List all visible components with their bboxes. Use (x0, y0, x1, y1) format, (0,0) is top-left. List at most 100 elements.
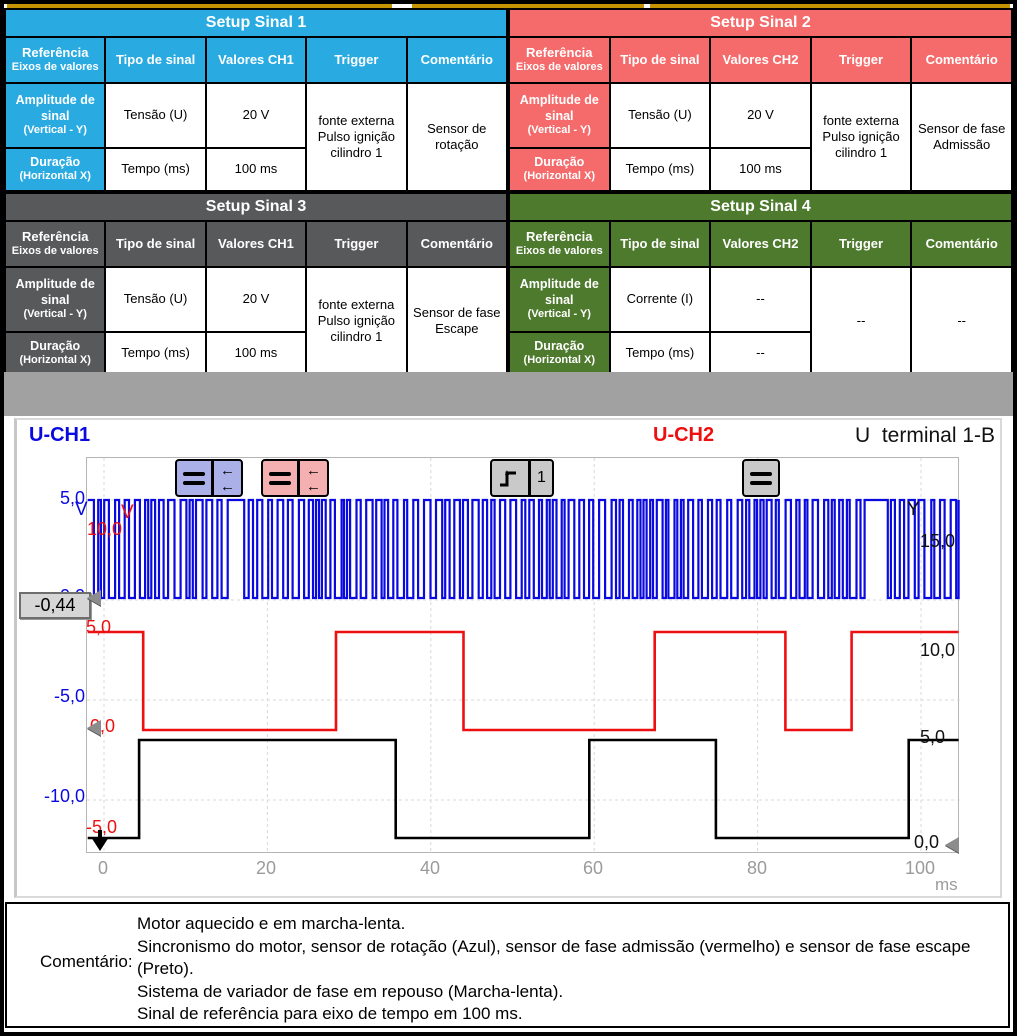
red-axis-unit: V (121, 502, 134, 523)
cell-valor-amplitude: 20 V (709, 82, 812, 149)
column-header-comentario: Comentário (910, 220, 1013, 268)
column-header-tipo: Tipo de sinal (608, 36, 712, 84)
cell-comentario: Sensor de fase Admissão (910, 82, 1013, 192)
column-header-referencia: Referência Eixos de valores (508, 36, 611, 84)
cell-trigger: fonte externa Pulso ignição cilindro 1 (305, 266, 408, 376)
setup-table-2: Setup Sinal 2 Referência Eixos de valores… (508, 8, 1013, 193)
x-axis-tick: 80 (746, 858, 768, 878)
column-header-trigger: Trigger (305, 36, 408, 84)
row-header-duracao: Duração (Horizontal X) (508, 330, 611, 377)
row-header-duracao: Duração (Horizontal X) (4, 330, 107, 377)
left-arrows-icon: ← ← (297, 461, 327, 495)
column-header-trigger: Trigger (809, 36, 913, 84)
channel2-coupling-icon[interactable]: ← ← (261, 459, 329, 497)
cell-tipo-amplitude: Corrente (I) (608, 266, 712, 333)
black-axis-tick: 10,0 (920, 640, 956, 660)
row-header-amplitude: Amplitude de sinal (Vertical - Y) (508, 266, 611, 333)
x-axis-unit: ms (935, 875, 958, 894)
column-header-valores: Valores CH1 (204, 220, 308, 268)
dc-coupling-bars-icon (263, 461, 297, 495)
setup-tables-grid: Setup Sinal 1 Referência Eixos de valores… (4, 8, 1013, 377)
table-title: Setup Sinal 4 (508, 192, 1013, 222)
column-header-referencia: Referência Eixos de valores (4, 36, 107, 84)
black-axis-tick: 5,0 (920, 727, 946, 747)
cell-valor-duracao: 100 ms (204, 330, 308, 377)
black-ground-marker[interactable] (945, 837, 959, 853)
column-header-tipo: Tipo de sinal (104, 36, 207, 84)
column-header-comentario: Comentário (405, 36, 509, 84)
column-header-valores: Valores CH2 (709, 220, 812, 268)
channel1-coupling-icon[interactable]: ← ← (175, 459, 243, 497)
comment-label: Comentário: (40, 952, 133, 971)
cell-tipo-duracao: Tempo (ms) (608, 146, 712, 193)
column-header-referencia: Referência Eixos de valores (508, 220, 611, 268)
column-header-valores: Valores CH2 (709, 36, 812, 84)
red-axis-tick: -5,0 (86, 817, 118, 837)
column-header-tipo: Tipo de sinal (608, 220, 712, 268)
amber-strip-segment (650, 4, 1010, 8)
comment-box: Comentário: Motor aquecido e em marcha-l… (5, 902, 1010, 1028)
cell-tipo-amplitude: Tensão (U) (608, 82, 712, 149)
waveform-plot (86, 457, 960, 854)
trigger-settings-icon[interactable]: 1 (490, 459, 554, 497)
dc-coupling-bars-icon (744, 461, 778, 495)
setup-table-3: Setup Sinal 3 Referência Eixos de valores… (4, 192, 509, 377)
column-header-comentario: Comentário (405, 220, 509, 268)
blue-axis-tick: 5,0 (59, 488, 85, 508)
dc-coupling-bars-icon (177, 461, 211, 495)
comment-text: Motor aquecido e em marcha-lenta. Sincro… (137, 913, 1008, 1026)
cell-trigger: fonte externa Pulso ignição cilindro 1 (305, 82, 408, 192)
x-axis-tick: 60 (582, 858, 604, 878)
cell-tipo-duracao: Tempo (ms) (608, 330, 712, 377)
cell-valor-amplitude: -- (709, 266, 812, 333)
trigger-position-arrow[interactable] (91, 830, 109, 854)
u-ch2-trace (87, 630, 959, 732)
cell-comentario: -- (910, 266, 1013, 376)
x-axis-tick: 0 (97, 858, 109, 878)
waveform-svg (87, 458, 960, 854)
channel3-coupling-icon[interactable] (742, 459, 780, 497)
column-header-trigger: Trigger (305, 220, 408, 268)
column-header-trigger: Trigger (809, 220, 913, 268)
red-ground-marker[interactable] (87, 720, 101, 736)
blue-axis-unit: V (75, 499, 88, 520)
cell-valor-amplitude: 20 V (204, 82, 308, 149)
row-header-amplitude: Amplitude de sinal (Vertical - Y) (508, 82, 611, 149)
amber-strip-segment (7, 4, 392, 8)
comment-line: Motor aquecido e em marcha-lenta. (137, 914, 406, 933)
amber-strip-segment (412, 4, 644, 8)
comment-line: Sincronismo do motor, sensor de rotação … (137, 936, 971, 979)
cell-comentario: Sensor de fase Escape (405, 266, 509, 376)
comment-line: Sistema de variador de fase em repouso (… (137, 981, 564, 1001)
channel1-label: U-CH1 (29, 424, 91, 446)
setup-table-4: Setup Sinal 4 Referência Eixos de valores… (508, 192, 1013, 377)
blue-axis-tick: -5,0 (53, 686, 85, 706)
blue-ground-marker[interactable] (87, 590, 101, 606)
cell-valor-amplitude: 20 V (204, 266, 308, 333)
trigger-source-number: 1 (528, 461, 552, 495)
red-axis-tick: 10,0 (87, 519, 123, 539)
table-title: Setup Sinal 2 (508, 8, 1013, 38)
channel3-label: U terminal 1-B (855, 424, 996, 447)
cell-valor-duracao: 100 ms (204, 146, 308, 193)
oscilloscope-panel: U-CH1 U-CH2 U terminal 1-B ← ← ← ← 1 V 5,0… (14, 418, 1002, 898)
cursor-readout[interactable]: -0,44 (19, 592, 91, 619)
blue-axis-tick: -10,0 (43, 786, 85, 806)
column-header-tipo: Tipo de sinal (104, 220, 207, 268)
x-axis-tick: 40 (419, 858, 441, 878)
row-header-amplitude: Amplitude de sinal (Vertical - Y) (4, 266, 107, 333)
channel2-label: U-CH2 (653, 424, 715, 446)
x-axis-tick: 20 (255, 858, 277, 878)
cell-tipo-amplitude: Tensão (U) (104, 82, 207, 149)
row-header-duracao: Duração (Horizontal X) (508, 146, 611, 193)
separator-band (4, 372, 1013, 416)
setup-table-1: Setup Sinal 1 Referência Eixos de valores… (4, 8, 509, 193)
x-axis-tick: 100 (904, 858, 936, 878)
column-header-valores: Valores CH1 (204, 36, 308, 84)
black-axis-tick: 0,0 (914, 832, 940, 852)
row-header-duracao: Duração (Horizontal X) (4, 146, 107, 193)
black-axis-tick: 15,0 (920, 531, 956, 551)
u-terminal-1b-trace (87, 738, 959, 840)
cell-tipo-amplitude: Tensão (U) (104, 266, 207, 333)
